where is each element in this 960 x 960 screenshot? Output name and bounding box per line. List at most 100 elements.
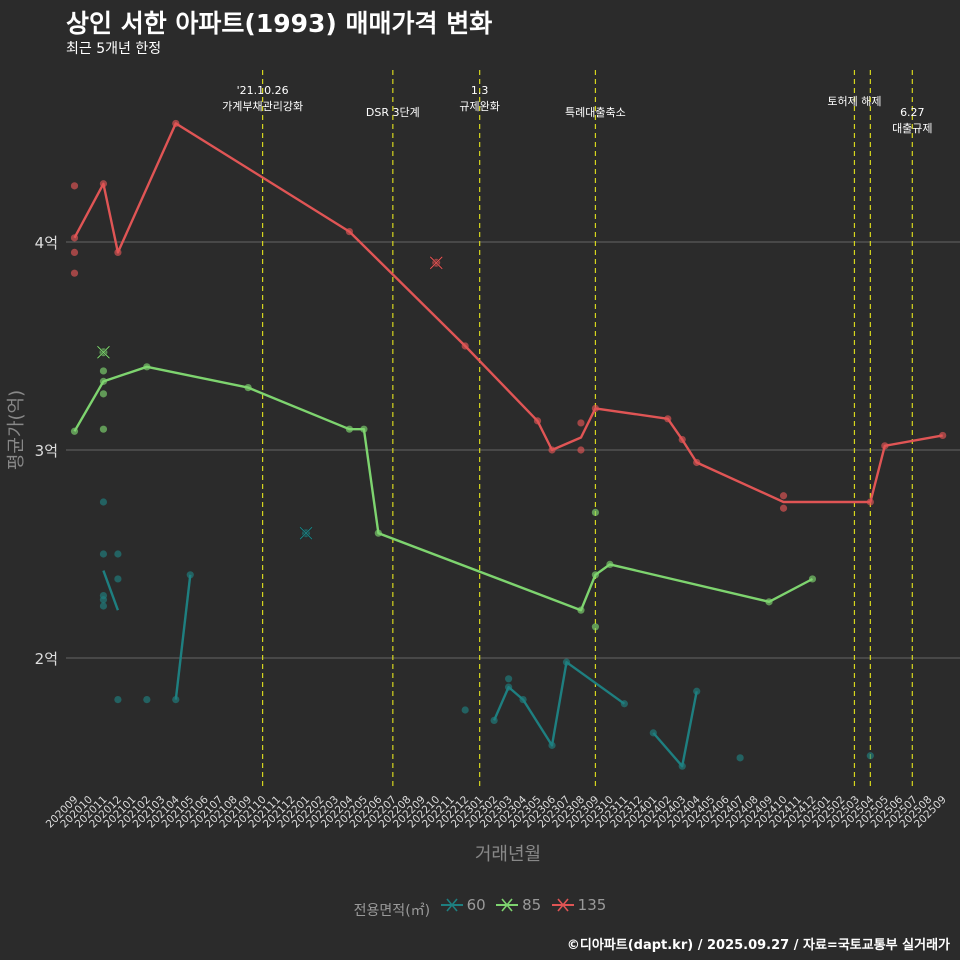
chart-title: 상인 서한 아파트(1993) 매매가격 변화 [66,9,493,38]
data-point-85 [606,560,614,569]
data-point-60 [99,498,108,506]
data-point-85 [360,425,368,433]
data-point-60 [114,696,122,704]
data-point-135 [70,248,79,256]
legend-key-85 [496,898,519,912]
data-point-135 [779,492,788,500]
legend-item-135[interactable]: 135 [551,895,607,915]
data-point-60 [519,696,527,704]
cancelled-marker-85 [96,345,111,359]
data-point-85 [70,427,79,435]
series-line-60 [102,570,120,611]
cancelled-marker-135 [429,256,443,270]
data-point-60 [186,571,194,579]
data-point-135 [345,228,354,236]
x-mark-stroke [97,345,110,359]
legend-key-60 [440,898,463,912]
data-point-85 [345,425,354,433]
data-point-60 [505,683,513,691]
data-point-85 [591,508,600,516]
data-point-135 [577,446,585,454]
data-point-85 [143,363,151,371]
legend-label-85: 85 [522,896,542,914]
data-point-60 [99,602,108,610]
policy-annotation: 규제완화 [459,100,499,113]
policy-annotation: '21.10.26 [237,84,289,97]
data-point-135 [461,342,469,350]
legend-label-60: 60 [466,896,486,914]
series-line-60 [174,574,192,700]
data-point-60 [172,696,180,704]
data-point-85 [808,575,817,583]
data-point-60 [114,575,122,583]
policy-annotation: DSR 3단계 [366,106,420,119]
data-point-135 [693,458,701,467]
legend: 전용면적(㎡) 60 85 135 [0,895,960,920]
data-point-135 [779,504,788,512]
data-point-135 [99,180,108,188]
source-caption: ©디아파트(dapt.kr) / 2025.09.27 / 자료=국토교통부 실… [566,938,950,953]
y-tick-label: 4억 [35,234,58,252]
x-axis-title: 거래년월 [475,844,541,865]
data-point-135 [591,404,600,412]
chart-subtitle: 최근 5개년 한정 [66,41,162,57]
data-point-85 [591,623,600,631]
data-point-85 [577,606,585,614]
data-point-135 [664,415,672,423]
policy-annotation: 6.27 [900,106,925,119]
data-point-60 [736,754,744,762]
data-point-135 [866,498,874,506]
data-point-60 [620,700,628,708]
legend-key-135 [551,898,574,912]
policy-annotation: 특례대출축소 [565,106,626,119]
data-point-135 [70,182,79,190]
data-point-60 [562,658,571,666]
data-point-85 [99,377,108,385]
x-mark-stroke [429,256,443,270]
data-point-60 [461,706,469,714]
data-point-135 [172,119,180,128]
y-axis-title: 평균가(억) [6,390,27,470]
data-point-85 [99,367,108,375]
data-point-135 [577,419,585,427]
data-point-85 [244,384,252,392]
y-tick-label: 3억 [35,442,58,460]
policy-annotation: 가계부채관리강화 [222,100,303,113]
series-line-135 [73,122,943,504]
data-point-135 [70,269,79,277]
data-point-135 [678,436,686,444]
series-line-60 [492,661,626,747]
data-point-135 [939,431,947,440]
data-point-60 [649,729,657,737]
data-point-60 [866,752,874,760]
data-point-60 [99,550,108,558]
legend-label-135: 135 [577,896,607,914]
data-point-135 [881,442,889,450]
series-line-85 [73,365,814,612]
data-point-135 [533,417,542,425]
data-point-85 [591,571,600,579]
data-point-60 [505,675,513,683]
data-point-135 [114,248,122,256]
data-point-85 [99,425,108,433]
legend-item-60[interactable]: 60 [440,895,486,915]
data-point-60 [548,741,556,749]
data-point-60 [114,550,122,558]
policy-annotation: 1.3 [471,84,489,97]
legend-item-85[interactable]: 85 [496,895,541,915]
y-tick-label: 2억 [35,650,58,668]
series-line-60 [652,691,698,768]
data-point-60 [99,596,108,604]
data-point-85 [374,529,382,537]
data-point-60 [678,762,686,770]
data-point-85 [99,390,108,398]
legend-title: 전용면적(㎡) [353,903,431,919]
data-point-135 [548,446,556,454]
data-point-135 [70,234,79,242]
policy-annotation: 토허제 해제 [827,94,881,108]
data-point-60 [143,696,151,704]
data-point-60 [693,687,701,695]
data-point-85 [765,598,773,606]
x-mark-stroke [299,526,313,540]
